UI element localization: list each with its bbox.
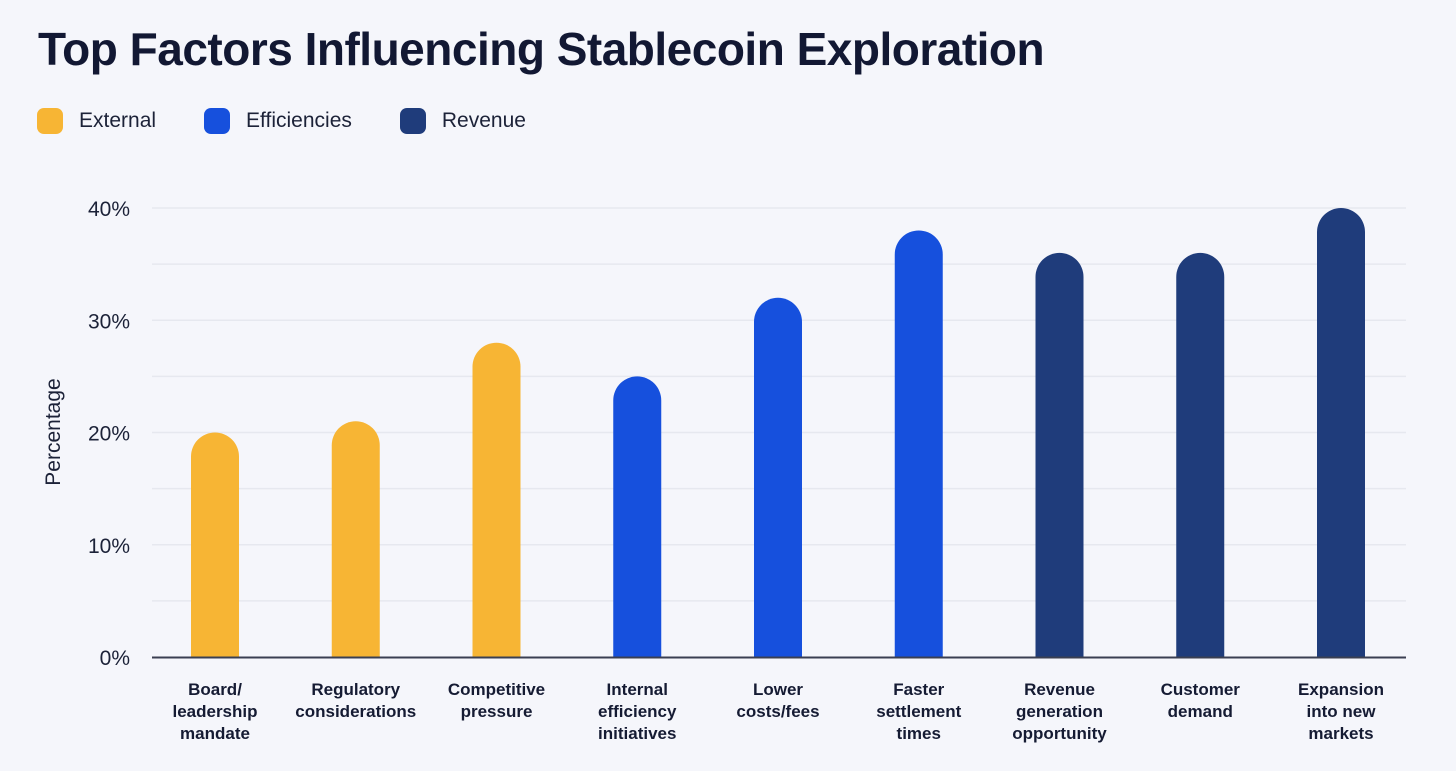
- legend-item-efficiencies: Efficiencies: [204, 108, 352, 134]
- bar: [191, 432, 240, 657]
- legend-label-efficiencies: Efficiencies: [246, 109, 352, 132]
- x-axis-ticks: Board/leadership mandate Regulatory conside…: [172, 680, 1384, 743]
- y-axis-ticks: 0% 10% 20% 30% 40%: [88, 198, 130, 670]
- y-tick-label: 10%: [88, 535, 130, 558]
- bar: [1035, 252, 1084, 657]
- bar: [894, 230, 943, 657]
- bar: [1317, 208, 1365, 657]
- bars: [191, 208, 1365, 657]
- x-tick-label: Competitive pressure: [448, 680, 545, 721]
- x-tick-label: Regulatory considerations: [295, 680, 416, 721]
- y-tick-label: 20%: [88, 423, 130, 446]
- bar: [754, 297, 802, 657]
- y-tick-label: 40%: [88, 198, 130, 221]
- x-tick-label: Internal efficiency initiatives: [598, 680, 677, 743]
- x-tick-label: Customer demand: [1161, 680, 1241, 721]
- bar: [331, 421, 380, 657]
- x-tick-label: Board/leadership mandate: [172, 680, 257, 743]
- y-axis-label: Percentage: [42, 378, 65, 485]
- bar: [472, 342, 521, 657]
- x-tick-label: Faster settlement times: [876, 680, 961, 743]
- x-tick-label: Revenue generation opportunity: [1012, 680, 1107, 743]
- legend-swatch-revenue: [399, 108, 426, 134]
- bar: [613, 376, 662, 657]
- x-tick-label: Lower costs/fees: [736, 680, 819, 721]
- y-tick-label: 30%: [88, 310, 130, 333]
- legend-label-revenue: Revenue: [441, 109, 526, 132]
- legend-label-external: External: [79, 109, 157, 132]
- bar: [1176, 252, 1225, 657]
- legend-swatch-external: [37, 108, 63, 134]
- y-tick-label: 0%: [100, 647, 130, 670]
- legend-swatch-efficiencies: [204, 108, 231, 134]
- legend: External Efficiencies Revenue: [37, 107, 574, 135]
- legend-item-revenue: Revenue: [399, 108, 526, 134]
- legend-item-external: External: [37, 108, 156, 134]
- chart-title: Top Factors Influencing Stablecoin Explo…: [38, 23, 1045, 75]
- x-tick-label: Expansion into new markets: [1298, 680, 1384, 743]
